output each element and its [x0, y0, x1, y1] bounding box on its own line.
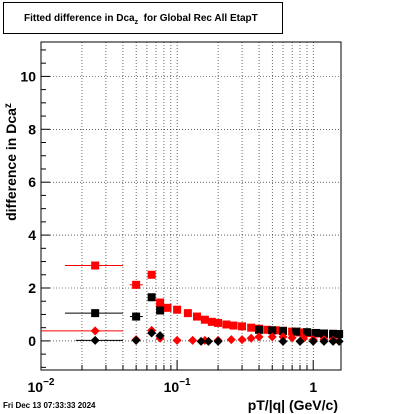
data-point-square	[292, 327, 301, 336]
data-point-diamond	[203, 336, 213, 346]
data-point-diamond	[267, 332, 277, 342]
data-point-square	[279, 326, 288, 335]
x-tick-label: 1	[309, 379, 317, 395]
x-tick-label-exponent: −2	[43, 377, 55, 388]
data-point-diamond	[334, 336, 344, 346]
data-point-diamond	[131, 335, 141, 345]
data-point-diamond	[308, 336, 318, 346]
data-point-diamond	[172, 335, 182, 345]
data-point-diamond	[237, 335, 247, 345]
data-point-square	[156, 306, 165, 315]
data-markers	[41, 261, 344, 346]
data-point-diamond	[196, 336, 206, 346]
data-point-square	[132, 312, 141, 321]
chart-title: Fitted difference in Dcaz for Global Rec…	[24, 13, 258, 26]
data-point-diamond	[278, 336, 288, 346]
y-axis-title: difference in Dcaz	[3, 103, 19, 221]
data-point-square	[222, 320, 231, 329]
x-tick-label-exponent: −1	[179, 377, 191, 388]
data-point-diamond	[155, 331, 165, 341]
data-point-square	[319, 329, 328, 338]
data-point-diamond	[147, 328, 157, 338]
y-axis-title-main: difference in Dca	[3, 108, 19, 221]
data-point-diamond	[226, 335, 236, 345]
data-point-square	[229, 321, 238, 330]
y-tick-label: 6	[28, 174, 36, 190]
data-point-square	[147, 293, 156, 302]
data-point-square	[91, 309, 100, 318]
data-point-square	[329, 329, 338, 338]
data-point-square	[288, 327, 297, 336]
timestamp: Fri Dec 13 07:33:33 2024	[3, 401, 96, 410]
chart-title-box: Fitted difference in Dcaz for Global Rec…	[3, 2, 283, 34]
x-tick-label-base: 10	[28, 379, 44, 395]
data-point-square	[156, 298, 165, 307]
y-tick-label: 2	[28, 280, 36, 296]
data-point-square	[132, 280, 141, 289]
chart-title-suffix: for Global Rec All EtapT	[138, 13, 258, 24]
data-point-square	[255, 325, 264, 334]
data-point-diamond	[188, 335, 198, 345]
y-tick-label: 4	[28, 227, 36, 243]
axis-ticks	[40, 49, 314, 370]
chart-title-subscript: z	[134, 19, 139, 26]
y-tick-label: 0	[28, 333, 36, 349]
data-point-diamond	[319, 336, 329, 346]
data-point-square	[312, 328, 321, 337]
data-point-square	[238, 322, 247, 331]
data-point-diamond	[90, 335, 100, 345]
data-point-square	[214, 318, 223, 327]
data-point-square	[173, 305, 182, 314]
x-tick-label-base: 10	[164, 379, 180, 395]
data-point-square	[302, 328, 311, 337]
data-point-square	[91, 261, 100, 270]
data-point-square	[183, 309, 192, 318]
plot-frame	[40, 41, 342, 371]
data-point-diamond	[287, 333, 297, 343]
y-tick-label: 8	[28, 121, 36, 137]
y-axis-title-subscript: z	[3, 103, 14, 108]
data-point-square	[335, 330, 344, 339]
data-point-square	[192, 312, 201, 321]
data-point-diamond	[328, 336, 338, 346]
data-point-diamond	[246, 333, 256, 343]
data-point-diamond	[90, 326, 100, 336]
data-point-square	[163, 303, 172, 312]
x-tick-label: 10−1	[164, 377, 191, 395]
data-point-square	[207, 317, 216, 326]
chart-title-main: Fitted difference in Dca	[24, 13, 135, 24]
data-point-square	[263, 325, 272, 334]
x-axis-title: pT/|q| (GeV/c)	[248, 397, 338, 413]
data-point-diamond	[254, 332, 264, 342]
y-tick-label: 10	[20, 68, 36, 84]
data-point-square	[247, 323, 256, 332]
x-tick-label-base: 1	[309, 379, 317, 395]
x-tick-label: 10−2	[28, 377, 55, 395]
data-point-square	[200, 315, 209, 324]
data-point-diamond	[295, 336, 305, 346]
data-point-square	[268, 326, 277, 335]
data-point-diamond	[213, 336, 223, 346]
grid-lines	[40, 42, 341, 370]
data-point-square	[147, 270, 156, 279]
